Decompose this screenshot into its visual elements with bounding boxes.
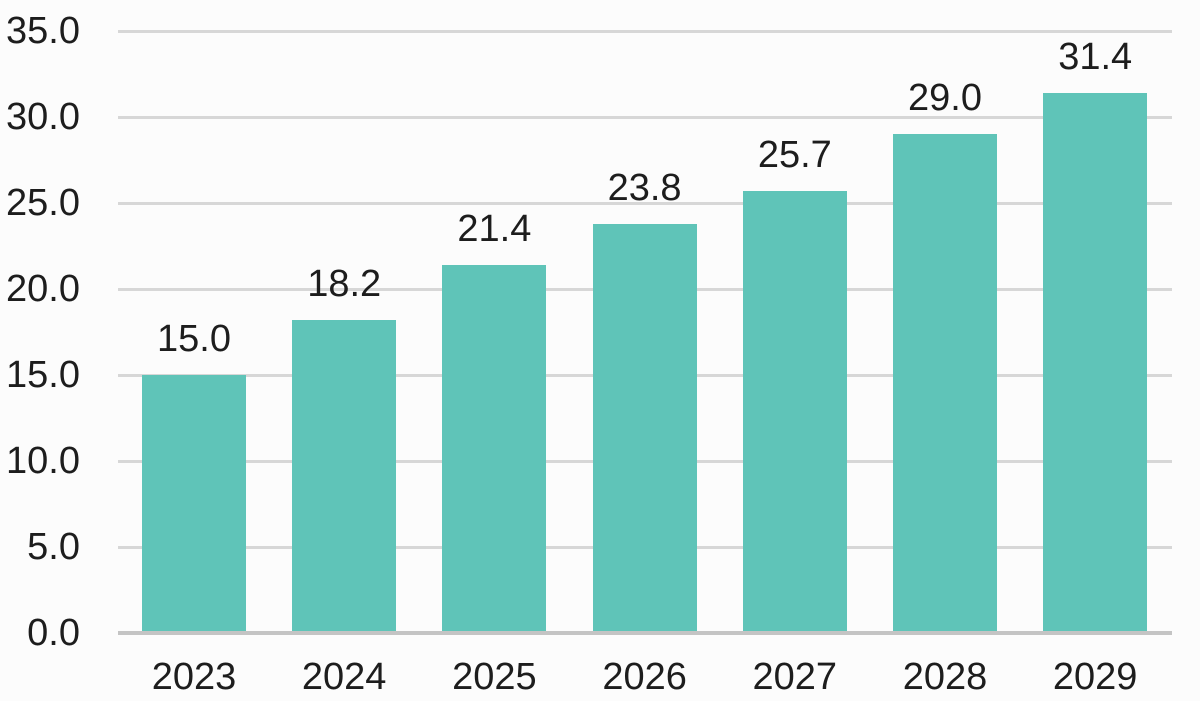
y-axis-tick-label-20.0: 20.0: [6, 268, 80, 310]
y-axis-tick-label-10.0: 10.0: [6, 440, 80, 482]
y-axis-tick-label-5.0: 5.0: [27, 526, 80, 568]
x-axis-tick-label-2028: 2028: [902, 656, 988, 698]
bar-2023: [142, 375, 246, 633]
gridline-35.0: [118, 29, 1172, 33]
bar-2028: [893, 134, 997, 633]
x-axis-tick-label-2029: 2029: [1052, 656, 1138, 698]
bar-value-label-2029: 31.4: [1058, 35, 1133, 78]
y-axis-tick-label-25.0: 25.0: [6, 182, 80, 224]
gridline-30.0: [118, 115, 1172, 119]
x-axis-tick-label-2024: 2024: [301, 656, 387, 698]
bar-2029: [1043, 92, 1148, 633]
x-axis-tick-label-2025: 2025: [452, 656, 537, 698]
bar-2026: [592, 223, 697, 633]
bar-value-label-2028: 29.0: [908, 77, 982, 120]
y-axis-tick-label-0.0: 0.0: [27, 612, 80, 654]
bar-value-label-2025: 21.4: [457, 207, 532, 250]
y-axis-tick-label-30.0: 30.0: [6, 96, 80, 138]
bar-2025: [442, 264, 547, 633]
bar-value-label-2024: 18.2: [307, 262, 382, 305]
x-axis-tick-label-2023: 2023: [151, 656, 237, 698]
x-axis-tick-label-2026: 2026: [602, 656, 687, 698]
bar-value-label-2023: 15.0: [157, 318, 231, 360]
bar-2024: [292, 319, 397, 633]
y-axis-tick-label-15.0: 15.0: [6, 354, 80, 396]
x-axis-tick-label-2027: 2027: [752, 656, 838, 698]
bar-value-label-2027: 25.7: [757, 133, 832, 176]
x-axis-line: [118, 631, 1172, 635]
y-axis-tick-label-35.0: 35.0: [6, 10, 80, 52]
bar-2027: [742, 190, 847, 633]
bar-value-label-2026: 23.8: [607, 166, 682, 209]
gridline-25.0: [118, 201, 1172, 205]
